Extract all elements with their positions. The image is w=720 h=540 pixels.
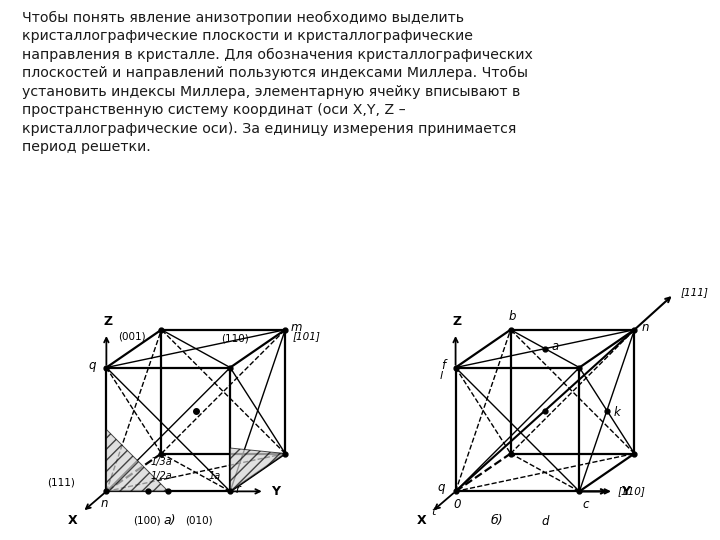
Text: (110): (110) xyxy=(222,333,249,343)
Text: n: n xyxy=(642,321,649,334)
Text: б): б) xyxy=(490,514,503,527)
Text: 0: 0 xyxy=(454,498,461,511)
Text: Z: Z xyxy=(453,315,462,328)
Text: Y: Y xyxy=(271,485,281,498)
Text: [110]: [110] xyxy=(617,487,645,496)
Text: 1/2a: 1/2a xyxy=(150,471,172,481)
Text: X: X xyxy=(417,514,426,526)
Text: m: m xyxy=(290,321,302,334)
Text: [101]: [101] xyxy=(292,332,320,341)
Text: Z: Z xyxy=(104,315,112,328)
Text: q: q xyxy=(438,482,445,495)
Text: n: n xyxy=(101,496,109,510)
Text: l: l xyxy=(439,371,443,381)
Text: [111]: [111] xyxy=(680,287,708,298)
Text: (001): (001) xyxy=(118,332,146,342)
Text: q: q xyxy=(89,359,96,372)
Text: (100): (100) xyxy=(133,516,161,525)
Text: (111): (111) xyxy=(48,478,76,488)
Text: Чтобы понять явление анизотропии необходимо выделить
кристаллографические плоско: Чтобы понять явление анизотропии необход… xyxy=(22,11,533,154)
Text: k: k xyxy=(613,406,621,419)
Text: 1a: 1a xyxy=(209,471,221,481)
Text: a: a xyxy=(552,340,559,353)
Text: а): а) xyxy=(163,514,176,527)
Text: (010): (010) xyxy=(186,516,213,525)
Text: r: r xyxy=(235,483,240,496)
Text: X: X xyxy=(68,514,77,526)
Text: t: t xyxy=(431,507,436,517)
Text: Y: Y xyxy=(621,485,630,498)
Text: 1/3a: 1/3a xyxy=(150,457,172,467)
Text: d: d xyxy=(541,516,549,529)
Text: f: f xyxy=(441,359,445,372)
Polygon shape xyxy=(107,429,168,491)
Text: b: b xyxy=(508,310,516,323)
Polygon shape xyxy=(230,448,285,491)
Text: c: c xyxy=(582,498,590,511)
